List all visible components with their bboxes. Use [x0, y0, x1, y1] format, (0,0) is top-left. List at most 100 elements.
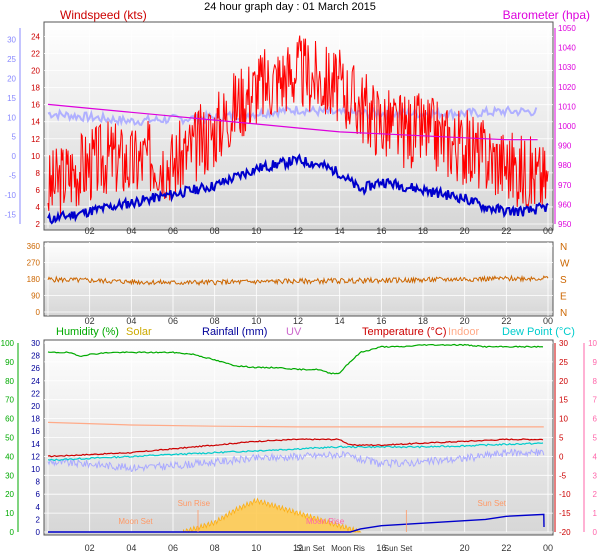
x-tick-label: 06: [168, 226, 178, 236]
x-tick-label: 12: [293, 316, 303, 326]
temperature-tick-label: -5: [559, 471, 567, 480]
astronomy-annotation: Sun Set: [478, 499, 507, 508]
rainfall-tick-label: 16: [31, 427, 40, 436]
humidity-line: [47, 343, 544, 375]
legend-temperature: Temperature (°C): [362, 326, 446, 338]
rainfall-tick-label: 30: [31, 339, 40, 348]
windspeed-tick-label: 14: [31, 118, 40, 127]
x-tick-label: 02: [85, 543, 95, 553]
barometer-tick-label: 990: [558, 142, 572, 151]
direction-tick-label: 90: [31, 292, 40, 301]
temperature-scale-tick-label: -5: [9, 171, 17, 180]
temperature-scale-tick-label: 10: [7, 113, 16, 122]
temperature-tick-label: 20: [559, 377, 568, 386]
x-tick-label: 20: [460, 226, 470, 236]
x-tick-label: 00: [543, 543, 553, 553]
rainfall-tick-label: 8: [36, 478, 41, 487]
wind-chill-line: [47, 448, 545, 473]
average-wind-line: [47, 153, 549, 225]
legend-rainfall: Rainfall (mm): [202, 326, 267, 338]
barometer-tick-label: 960: [558, 200, 572, 209]
rainfall-tick-label: 28: [31, 352, 40, 361]
rainfall-tick-label: 14: [31, 440, 40, 449]
uv-tick-label: 3: [593, 471, 598, 480]
series-layer: [47, 35, 549, 533]
x-tick-label: 02: [85, 316, 95, 326]
x-tick-label: 12: [293, 226, 303, 236]
gust-speed-line: [47, 35, 549, 217]
x-tick-label: 08: [210, 543, 220, 553]
astronomy-annotation: Sun Set: [296, 544, 325, 553]
barometer-tick-label: 1040: [558, 44, 576, 53]
legend-dew-point: Dew Point (°C): [502, 326, 575, 338]
barometer-tick-label: 1010: [558, 102, 576, 111]
uv-tick-label: 7: [593, 396, 598, 405]
x-tick-label: 00: [543, 316, 553, 326]
barometer-line: [47, 103, 538, 141]
temperature-tick-label: 25: [559, 358, 568, 367]
x-tick-label: 20: [460, 543, 470, 553]
compass-label: S: [560, 275, 567, 286]
humidity-tick-label: 70: [5, 396, 14, 405]
uv-tick-label: 4: [593, 452, 598, 461]
windspeed-tick-label: 24: [31, 33, 40, 42]
windspeed-tick-label: 10: [31, 152, 40, 161]
temperature-tick-label: 5: [559, 434, 564, 443]
rainfall-tick-label: 24: [31, 377, 40, 386]
temperature-tick-label: 0: [559, 452, 564, 461]
rainfall-tick-label: 12: [31, 452, 40, 461]
windspeed-tick-label: 16: [31, 101, 40, 110]
uv-tick-label: 2: [593, 490, 598, 499]
compass-label: N: [560, 242, 567, 253]
humidity-tick-label: 0: [10, 528, 15, 537]
temperature-tick-label: 30: [559, 339, 568, 348]
humidity-tick-label: 60: [5, 415, 14, 424]
axis-layer: 24681012141618202224-15-10-5051015202530…: [1, 24, 598, 553]
humidity-tick-label: 100: [1, 339, 15, 348]
humidity-tick-label: 50: [5, 434, 14, 443]
astronomy-annotation: Moon Rise: [306, 517, 345, 526]
humidity-tick-label: 20: [5, 490, 14, 499]
humidity-tick-label: 40: [5, 452, 14, 461]
uv-tick-label: 5: [593, 434, 598, 443]
rainfall-tick-label: 0: [36, 528, 41, 537]
barometer-tick-label: 980: [558, 161, 572, 170]
temperature-tick-label: -15: [559, 509, 571, 518]
x-tick-label: 08: [210, 316, 220, 326]
uv-tick-label: 1: [593, 509, 598, 518]
uv-tick-label: 6: [593, 415, 598, 424]
rainfall-tick-label: 26: [31, 364, 40, 373]
x-tick-label: 16: [376, 316, 386, 326]
astronomy-annotation: Moon Set: [118, 517, 153, 526]
chart-title: 24 hour graph day : 01 March 2015: [204, 1, 376, 13]
x-tick-label: 22: [501, 543, 511, 553]
x-tick-label: 22: [501, 316, 511, 326]
rainfall-tick-label: 4: [36, 503, 41, 512]
indoor-temperature-line: [47, 421, 544, 428]
windspeed-tick-label: 4: [36, 203, 41, 212]
legend-solar: Solar: [126, 326, 152, 338]
x-tick-label: 12: [293, 543, 303, 553]
x-tick-label: 02: [85, 226, 95, 236]
windspeed-tick-label: 6: [36, 186, 41, 195]
x-tick-label: 10: [251, 226, 261, 236]
rainfall-tick-label: 2: [36, 515, 41, 524]
uv-tick-label: 0: [593, 528, 598, 537]
x-tick-label: 08: [210, 226, 220, 236]
temperature-overlay-line: [47, 104, 538, 127]
x-tick-label: 10: [251, 543, 261, 553]
x-tick-label: 14: [335, 226, 345, 236]
x-tick-label: 14: [335, 316, 345, 326]
x-tick-label: 04: [126, 226, 136, 236]
windspeed-tick-label: 22: [31, 50, 40, 59]
direction-tick-label: 0: [36, 308, 41, 317]
x-tick-label: 04: [126, 316, 136, 326]
x-tick-label: 16: [376, 543, 386, 553]
astronomy-annotation: Sun Set: [384, 544, 413, 553]
x-tick-label: 16: [376, 226, 386, 236]
temperature-scale-tick-label: 0: [12, 152, 17, 161]
barometer-tick-label: 1030: [558, 63, 576, 72]
windspeed-tick-label: 2: [36, 220, 41, 229]
